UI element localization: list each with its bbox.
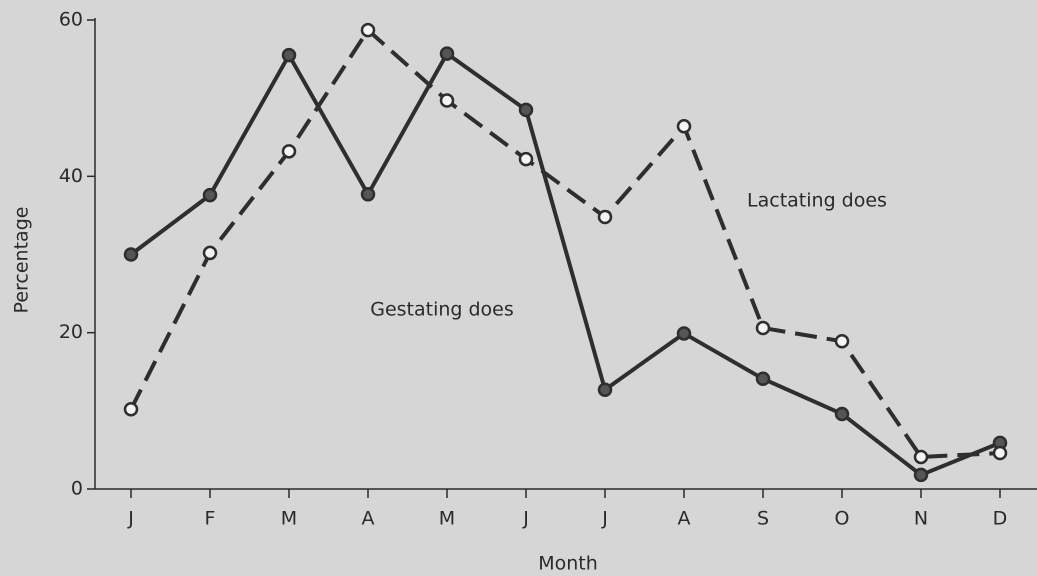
data-point — [676, 119, 692, 134]
data-point — [597, 382, 613, 397]
data-point — [439, 93, 455, 108]
data-point — [992, 445, 1008, 461]
x-tick-label: A — [362, 508, 375, 530]
y-tick-label: 0 — [71, 478, 83, 500]
data-point — [360, 22, 376, 38]
x-tick-label: J — [601, 508, 608, 530]
data-point — [281, 144, 297, 159]
data-point — [360, 187, 376, 202]
data-point — [123, 247, 139, 262]
data-point — [281, 47, 297, 63]
x-tick-label: M — [439, 508, 455, 530]
series-line — [129, 51, 1001, 477]
y-tick-label: 20 — [59, 321, 83, 343]
y-tick-label: 60 — [59, 9, 83, 31]
data-point — [439, 46, 455, 61]
y-axis-label: Percentage — [11, 207, 33, 314]
x-tick-label: M — [281, 508, 297, 530]
series-label: Gestating does — [370, 299, 514, 321]
y-tick-label: 40 — [59, 165, 83, 187]
data-point — [913, 449, 929, 465]
x-tick-label: A — [678, 508, 691, 530]
x-tick-label: J — [522, 508, 529, 530]
x-tick-label: O — [835, 508, 850, 530]
data-point — [123, 402, 139, 417]
x-tick-label: N — [914, 508, 928, 530]
data-point — [518, 102, 534, 118]
series-label: Lactating does — [747, 190, 887, 212]
data-point — [202, 245, 218, 261]
x-axis-label: Month — [538, 553, 598, 575]
x-tick-label: F — [205, 508, 216, 530]
data-point — [755, 371, 771, 387]
data-point — [676, 326, 692, 341]
series-line — [129, 28, 1001, 459]
data-point — [755, 320, 771, 336]
data-point — [834, 406, 850, 422]
x-tick-label: S — [757, 508, 769, 530]
data-point — [834, 334, 850, 349]
data-point — [202, 187, 218, 203]
data-point — [597, 209, 613, 225]
x-tick-label: D — [993, 508, 1008, 530]
data-point — [913, 467, 929, 483]
x-tick-label: J — [127, 508, 134, 530]
data-point — [518, 151, 534, 167]
